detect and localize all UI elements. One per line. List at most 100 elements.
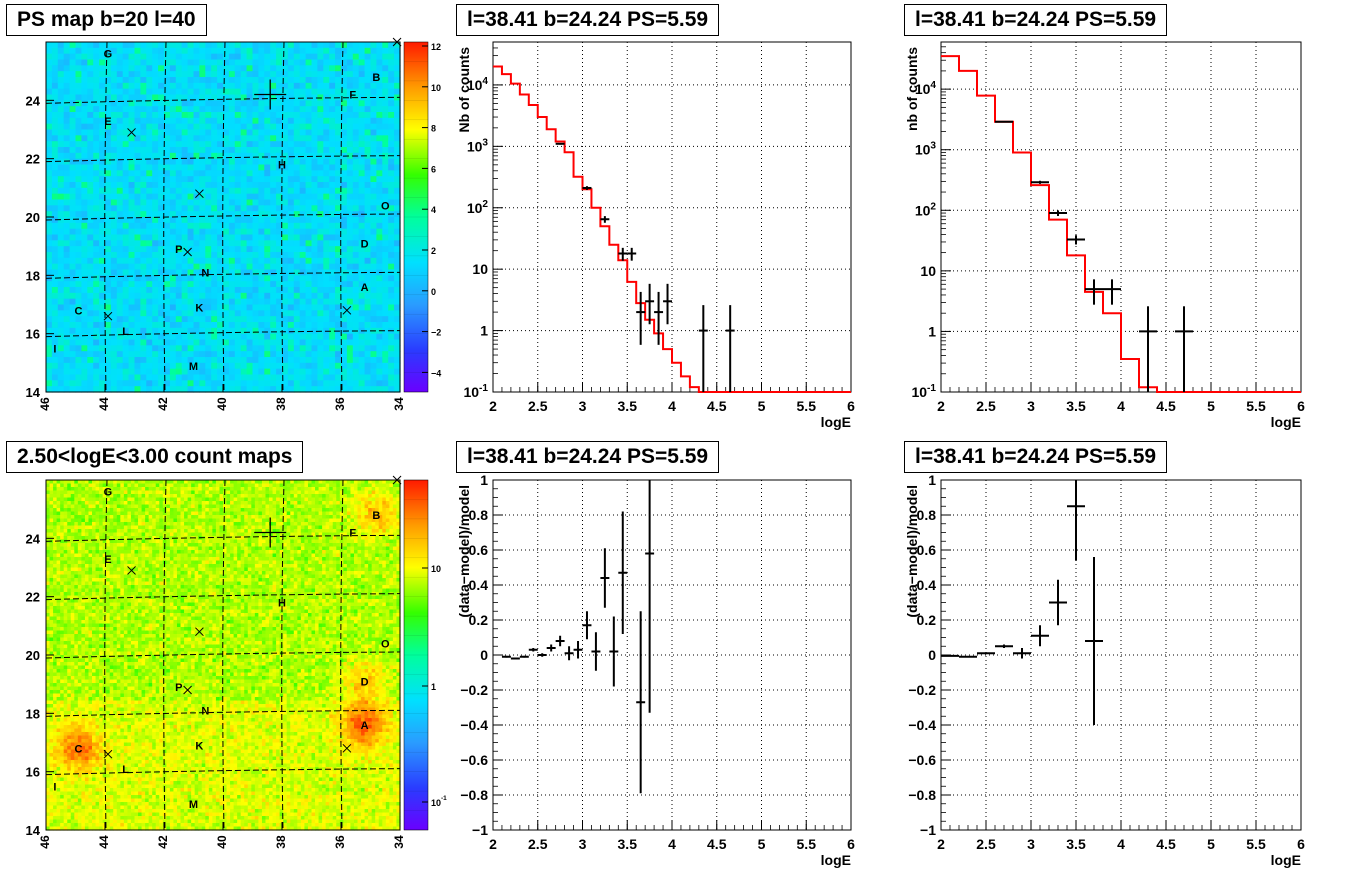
source-label-E: E	[104, 554, 111, 566]
y-tick-label: 0.8	[469, 507, 489, 523]
source-label-B: B	[372, 510, 380, 522]
data-point	[1067, 235, 1085, 245]
source-label-B: B	[372, 72, 380, 84]
y-tick-label: 0.6	[917, 542, 937, 558]
residual-point	[591, 632, 601, 671]
x-tick-label: 5	[758, 836, 766, 852]
source-label-F: F	[349, 90, 356, 102]
colorbar-tick-label: 0	[431, 287, 436, 297]
x-tick-label: 2	[937, 398, 945, 414]
residual-point	[519, 655, 529, 658]
data-point	[600, 216, 610, 223]
source-label-K: K	[195, 302, 203, 314]
panel-title-count-map: 2.50<logE<3.00 count maps	[6, 441, 304, 473]
x-tick-label: 2.5	[976, 836, 996, 852]
data-point	[582, 186, 592, 190]
colorbar-tick-label: 10-1	[431, 795, 447, 808]
residual-plot: 2 2.5 3 3.5 4 4.5 5 5.5 6 −1 −0.8 −0.6 −0.4 −0.2 0 0.2 0…	[456, 472, 855, 868]
x-tick-label: 3.5	[1066, 836, 1086, 852]
source-label-O: O	[381, 200, 390, 212]
y-tick-label: −0.2	[908, 682, 936, 698]
source-label-N: N	[201, 267, 209, 279]
colorbar	[403, 41, 429, 393]
y-tick-label: 10-1	[911, 383, 936, 400]
spectrum-plot: 2 2.5 3 3.5 4 4.5 5 5.5 6 10-1 1 10 102 103 104 logE nb …	[904, 41, 1305, 430]
y-axis-label: Nb of counts	[456, 47, 472, 133]
colorbar-tick-label: 2	[431, 246, 436, 256]
map-x-tick-label: 42	[156, 397, 170, 411]
y-tick-label: 1	[928, 323, 936, 339]
y-tick-label: 0	[480, 647, 488, 663]
y-tick-label: 102	[915, 201, 937, 218]
plot-frame	[492, 41, 852, 393]
residual-point	[1013, 648, 1031, 659]
map-y-tick-label: 22	[26, 152, 40, 167]
y-tick-label: −0.8	[460, 787, 488, 803]
x-tick-label: 3.5	[618, 398, 638, 414]
map-y-tick-label: 24	[26, 531, 41, 546]
panel-title-residual-2: l=38.41 b=24.24 PS=5.59	[904, 441, 1168, 473]
x-tick-label: 4.5	[1156, 398, 1176, 414]
source-label-I: I	[53, 781, 56, 793]
map-x-tick-label: 46	[38, 835, 52, 849]
x-tick-label: 3	[579, 836, 587, 852]
target-cross	[254, 517, 287, 548]
residual-plot: 2 2.5 3 3.5 4 4.5 5 5.5 6 −1 −0.8 −0.6 −0.4 −0.2 0 0.2 0…	[904, 472, 1305, 868]
data-point	[1049, 210, 1067, 216]
x-tick-label: 4	[668, 836, 676, 852]
map-y-tick-label: 24	[26, 93, 41, 108]
y-tick-label: −0.2	[460, 682, 488, 698]
x-axis-label: logE	[821, 852, 851, 868]
map-x-tick-label: 36	[333, 835, 347, 849]
y-tick-label: 0.2	[469, 612, 489, 628]
y-tick-label: −0.8	[908, 787, 936, 803]
x-tick-label: 5.5	[797, 398, 817, 414]
x-axis-label: logE	[1271, 414, 1301, 430]
map-y-tick-label: 14	[26, 823, 41, 838]
source-label-O: O	[381, 638, 390, 650]
residual-point	[977, 652, 995, 655]
source-label-L: L	[122, 326, 129, 338]
data-point	[636, 291, 646, 345]
source-label-A: A	[361, 282, 369, 294]
data-point	[1085, 279, 1103, 305]
y-tick-label: 102	[467, 199, 489, 216]
y-axis-label: (data−model)/model	[456, 485, 472, 618]
y-tick-label: −0.4	[460, 717, 488, 733]
colorbar-tick-label: 12	[431, 42, 441, 52]
y-tick-label: 1	[480, 323, 488, 339]
x-axis-label: logE	[1271, 852, 1301, 868]
source-label-M: M	[189, 799, 198, 811]
colorbar-tick-label: 10	[431, 564, 441, 574]
source-label-C: C	[74, 743, 82, 755]
source-cross	[392, 37, 402, 47]
source-cross	[103, 311, 113, 321]
x-tick-label: 2	[937, 836, 945, 852]
x-tick-label: 4	[1117, 836, 1125, 852]
residual-point	[501, 655, 511, 658]
source-cross	[183, 247, 192, 257]
map-y-tick-label: 16	[26, 765, 40, 780]
residual-point	[941, 654, 959, 657]
x-tick-label: 5.5	[1246, 836, 1266, 852]
x-tick-label: 5	[758, 398, 766, 414]
x-tick-label: 4	[1117, 398, 1125, 414]
residual-point	[537, 653, 547, 657]
y-tick-label: 0.8	[917, 507, 937, 523]
residual-point	[600, 548, 610, 608]
source-cross	[195, 189, 204, 199]
data-point	[1139, 306, 1157, 392]
y-axis-label: nb of counts	[904, 47, 920, 131]
colorbar-tick-label: 6	[431, 164, 436, 174]
y-tick-label: 0.2	[917, 612, 937, 628]
colorbar-tick-label: 1	[431, 682, 436, 692]
source-cross	[183, 685, 192, 695]
panel-title-spectrum-1: l=38.41 b=24.24 PS=5.59	[456, 4, 720, 36]
spectrum-plots: 2 2.5 3 3.5 4 4.5 5 5.5 610-1110102103104logENb …	[456, 41, 1305, 868]
source-label-P: P	[175, 682, 182, 694]
map-x-tick-label: 44	[97, 835, 111, 849]
y-tick-label: −0.6	[460, 752, 488, 768]
map-y-tick-label: 18	[26, 268, 40, 283]
residual-point	[1049, 579, 1067, 626]
